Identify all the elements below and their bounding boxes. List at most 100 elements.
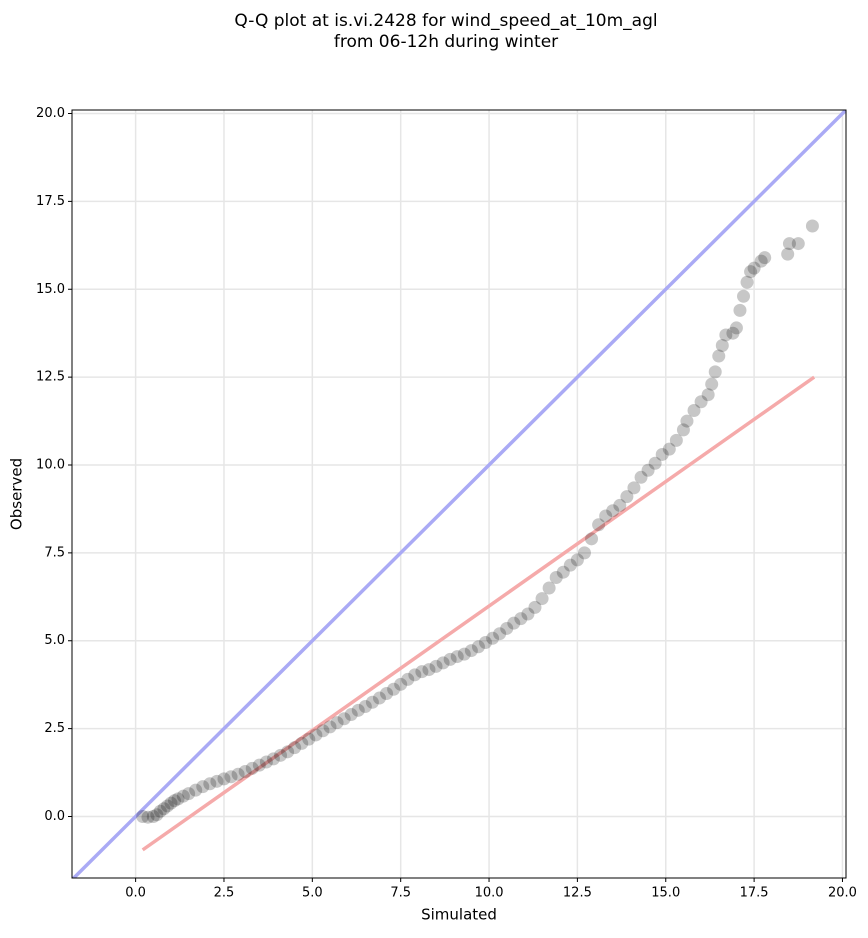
point [570, 553, 584, 567]
point [556, 565, 570, 579]
point [549, 570, 563, 584]
x-axis-label: Simulated [421, 906, 497, 924]
point [744, 265, 758, 279]
y-tick-label: 15.0 [36, 282, 65, 297]
point [715, 338, 729, 352]
point [701, 388, 715, 402]
point [655, 447, 669, 461]
point [634, 470, 648, 484]
point [189, 783, 203, 797]
point [164, 796, 178, 810]
point [387, 682, 401, 696]
point [323, 720, 337, 734]
point [358, 699, 372, 713]
y-tick-label: 7.5 [44, 545, 65, 560]
point [443, 652, 457, 666]
point [542, 581, 556, 595]
point [380, 686, 394, 700]
grid [72, 110, 846, 878]
point [252, 758, 266, 772]
reference-line [141, 375, 816, 852]
point [729, 321, 743, 335]
point [747, 261, 761, 275]
point [457, 647, 471, 661]
point [528, 600, 542, 614]
point [464, 644, 478, 658]
point [281, 745, 295, 759]
point [408, 668, 422, 682]
point [401, 672, 415, 686]
point [648, 456, 662, 470]
point [160, 799, 174, 813]
point [196, 780, 210, 794]
x-tick-label: 10.0 [475, 886, 504, 901]
x-tick-label: 5.0 [302, 886, 323, 901]
point [805, 219, 819, 233]
point [479, 636, 493, 650]
point [791, 237, 805, 251]
point [694, 395, 708, 409]
point [754, 254, 768, 268]
x-tick-label: 0.0 [125, 886, 146, 901]
point [141, 810, 155, 824]
point [351, 703, 365, 717]
point [758, 251, 772, 265]
x-tick-label: 12.5 [563, 886, 592, 901]
point [563, 558, 577, 572]
chart-title: Q-Q plot at is.vi.2428 for wind_speed_at… [234, 11, 657, 31]
point [705, 377, 719, 391]
point [238, 764, 252, 778]
point [365, 695, 379, 709]
point [436, 656, 450, 670]
point [733, 303, 747, 317]
ticks: 0.0 2.5 5.0 7.5 10.0 12.5 15.0 17.5 20.0 0.0 2.5 5.… [36, 106, 857, 900]
point [171, 792, 185, 806]
point [316, 724, 330, 738]
point [712, 349, 726, 363]
point [521, 607, 535, 621]
point [687, 404, 701, 418]
point [680, 414, 694, 428]
x-tick-label: 15.0 [651, 886, 680, 901]
point [153, 804, 167, 818]
plot-area [72, 110, 846, 878]
point [344, 708, 358, 722]
point [146, 809, 160, 823]
point [740, 275, 754, 289]
point [245, 761, 259, 775]
point [737, 289, 751, 303]
point [288, 741, 302, 755]
point [676, 423, 690, 437]
point [217, 772, 231, 786]
point [471, 640, 485, 654]
point [302, 732, 316, 746]
point [182, 787, 196, 801]
point [577, 546, 591, 560]
y-tick-label: 10.0 [36, 458, 65, 473]
point [708, 365, 722, 379]
point [203, 777, 217, 791]
axes-frame [71, 109, 847, 879]
point [662, 442, 676, 456]
point [493, 627, 507, 641]
point [415, 665, 429, 679]
reference-line [72, 110, 846, 878]
point [669, 433, 683, 447]
point [295, 736, 309, 750]
y-tick-label: 20.0 [36, 106, 65, 121]
point [372, 691, 386, 705]
x-tick-label: 7.5 [390, 886, 411, 901]
point [330, 716, 344, 730]
point [781, 247, 795, 261]
point [157, 802, 171, 816]
point [274, 748, 288, 762]
point [486, 631, 500, 645]
y-tick-label: 5.0 [44, 633, 65, 648]
point [167, 794, 181, 808]
point [726, 326, 740, 340]
point [620, 490, 634, 504]
y-tick-label: 17.5 [36, 194, 65, 209]
y-tick-label: 2.5 [44, 721, 65, 736]
y-tick-label: 12.5 [36, 370, 65, 385]
